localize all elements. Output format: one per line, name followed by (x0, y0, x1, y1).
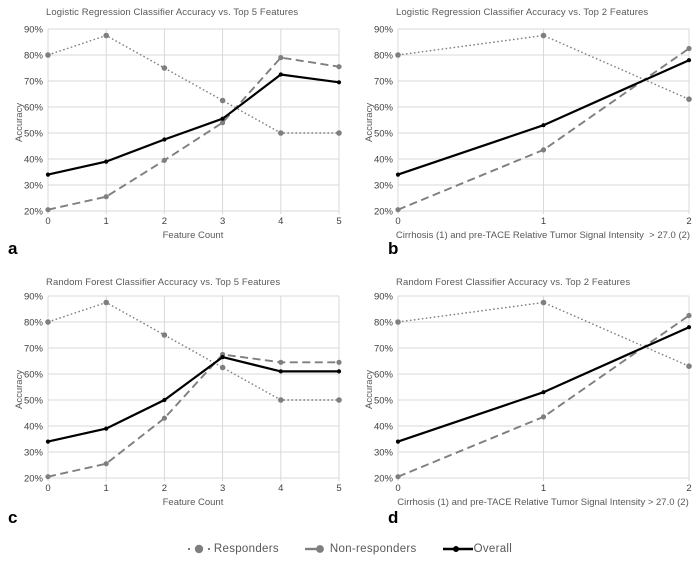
svg-text:70%: 70% (24, 344, 44, 355)
panel-letter: a (8, 239, 18, 258)
svg-text:1: 1 (541, 483, 546, 494)
svg-text:50%: 50% (374, 129, 394, 140)
svg-text:1: 1 (541, 216, 546, 227)
svg-text:60%: 60% (374, 370, 394, 381)
legend-label: Responders (213, 543, 279, 555)
plot-area: 20% 30% 40% 50% 60% 70% 80% 90% 0 1 2 (374, 292, 692, 494)
svg-text:0: 0 (45, 216, 50, 227)
svg-text:30%: 30% (24, 448, 44, 459)
svg-text:0: 0 (45, 483, 50, 494)
svg-text:80%: 80% (374, 51, 394, 62)
svg-text:2: 2 (162, 216, 167, 227)
svg-text:80%: 80% (24, 318, 44, 329)
svg-text:0: 0 (395, 483, 400, 494)
svg-text:20%: 20% (24, 207, 44, 218)
plot-area: 20% 30% 40% 50% 60% 70% 80% 90% 0 1 2 (374, 25, 692, 227)
non-responders-dashed-marker-icon (304, 545, 324, 553)
svg-text:60%: 60% (374, 103, 394, 114)
svg-text:4: 4 (278, 216, 283, 227)
svg-text:2: 2 (686, 216, 691, 227)
svg-text:20%: 20% (24, 474, 44, 485)
legend-item-responders: Responders (187, 543, 279, 555)
panel-letter: b (388, 239, 399, 258)
x-axis-label: Cirrhosis (1) and pre-TACE Relative Tumo… (395, 230, 691, 241)
chart-title: Random Forest Classifier Accuracy vs. To… (396, 277, 631, 288)
svg-text:90%: 90% (24, 292, 44, 303)
panel-letter: d (388, 508, 399, 527)
svg-text:3: 3 (220, 483, 225, 494)
svg-text:0: 0 (395, 216, 400, 227)
svg-text:40%: 40% (374, 422, 394, 433)
svg-text:50%: 50% (24, 129, 44, 140)
plot-area: 20% 30% 40% 50% 60% 70% 80% 90% 0 1 2 3 4 5 (24, 292, 342, 494)
svg-text:90%: 90% (24, 25, 44, 36)
chart-title: Logistic Regression Classifier Accuracy … (396, 7, 649, 18)
chart-panel-c: Random Forest Classifier Accuracy vs. To… (0, 270, 350, 530)
svg-text:20%: 20% (374, 207, 394, 218)
chart-panel-d: Random Forest Classifier Accuracy vs. To… (350, 270, 700, 530)
svg-text:70%: 70% (374, 344, 394, 355)
svg-text:60%: 60% (24, 103, 44, 114)
chart-panel-b: Logistic Regression Classifier Accuracy … (350, 0, 700, 262)
svg-text:5: 5 (336, 216, 341, 227)
svg-text:90%: 90% (374, 292, 394, 303)
svg-text:2: 2 (162, 483, 167, 494)
svg-text:1: 1 (104, 483, 109, 494)
svg-text:80%: 80% (24, 51, 44, 62)
svg-text:40%: 40% (374, 155, 394, 166)
svg-text:60%: 60% (24, 370, 44, 381)
svg-text:4: 4 (278, 483, 283, 494)
svg-text:2: 2 (686, 483, 691, 494)
panel-letter: c (8, 508, 18, 527)
svg-text:90%: 90% (374, 25, 394, 36)
svg-text:40%: 40% (24, 155, 44, 166)
x-axis-label: Feature Count (162, 497, 224, 508)
chart-panel-a: Logistic Regression Classifier Accuracy … (0, 0, 350, 262)
responders-dotted-marker-icon (187, 544, 210, 554)
overall-solid-marker-icon (442, 546, 473, 552)
svg-text:30%: 30% (374, 181, 394, 192)
svg-text:1: 1 (104, 216, 109, 227)
legend-label: Non-responders (329, 543, 417, 555)
svg-text:80%: 80% (374, 318, 394, 329)
svg-text:5: 5 (336, 483, 341, 494)
legend-item-non-responders: Non-responders (304, 543, 417, 555)
svg-text:50%: 50% (24, 396, 44, 407)
legend-item-overall: Overall (442, 543, 513, 555)
chart-title: Random Forest Classifier Accuracy vs. To… (46, 277, 281, 288)
svg-text:30%: 30% (374, 448, 394, 459)
x-axis-label: Cirrhosis (1) and pre-TACE Relative Tumo… (397, 497, 689, 508)
svg-text:3: 3 (220, 216, 225, 227)
svg-text:40%: 40% (24, 422, 44, 433)
svg-text:70%: 70% (374, 77, 394, 88)
x-axis-label: Feature Count (162, 230, 224, 241)
legend: Responders Non-responders Overall (0, 533, 700, 565)
legend-label: Overall (473, 543, 513, 555)
svg-text:70%: 70% (24, 77, 44, 88)
plot-area: 20% 30% 40% 50% 60% 70% 80% 90% 0 1 2 3 4 5 (24, 25, 342, 227)
svg-text:50%: 50% (374, 396, 394, 407)
svg-text:20%: 20% (374, 474, 394, 485)
chart-title: Logistic Regression Classifier Accuracy … (46, 7, 299, 18)
svg-text:30%: 30% (24, 181, 44, 192)
